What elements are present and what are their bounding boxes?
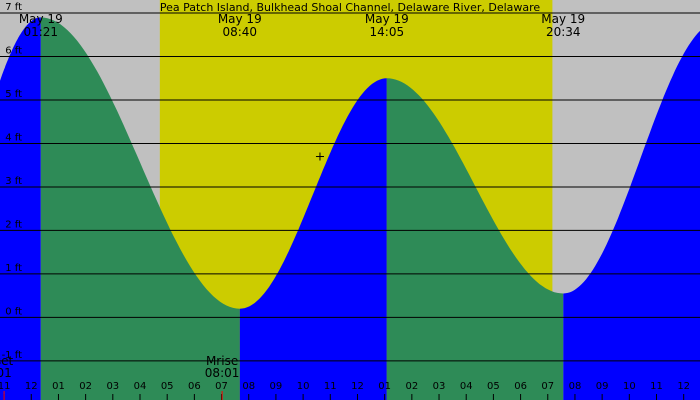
moon-event-label: Mrise bbox=[206, 354, 238, 368]
falling-tide-area bbox=[386, 78, 564, 400]
x-tick-label: 07 bbox=[541, 381, 554, 392]
x-tick-label: 04 bbox=[134, 381, 147, 392]
y-tick-label: 2 ft bbox=[5, 219, 22, 230]
x-tick-label: 05 bbox=[161, 381, 174, 392]
x-tick-label: 12 bbox=[677, 381, 690, 392]
y-tick-label: 5 ft bbox=[5, 89, 22, 100]
y-tick-label: 1 ft bbox=[5, 263, 22, 274]
y-tick-label: 6 ft bbox=[5, 46, 22, 57]
moon-event-labels: set01Mrise08:01 bbox=[0, 354, 239, 400]
x-tick-label: 10 bbox=[623, 381, 636, 392]
rising-tide-area bbox=[0, 17, 41, 400]
moon-event-time: 01 bbox=[0, 366, 12, 380]
y-tick-label: 4 ft bbox=[5, 132, 22, 143]
x-tick-label: 12 bbox=[25, 381, 38, 392]
x-tick-label: 04 bbox=[460, 381, 473, 392]
current-time-marker bbox=[315, 152, 324, 161]
event-time-label: 14:05 bbox=[370, 25, 405, 39]
x-tick-label: 10 bbox=[297, 381, 310, 392]
y-axis-labels: -1 ft 0 ft 1 ft 2 ft 3 ft 4 ft 5 ft 6 ft 7 ft bbox=[2, 2, 22, 361]
x-tick-label: 08 bbox=[242, 381, 255, 392]
x-tick-label: 05 bbox=[487, 381, 500, 392]
moon-event-label: set bbox=[0, 354, 14, 368]
x-tick-label: 08 bbox=[569, 381, 582, 392]
x-tick-label: 07 bbox=[215, 381, 228, 392]
x-tick-label: 11 bbox=[0, 381, 10, 392]
event-time-label: 20:34 bbox=[546, 25, 581, 39]
x-tick-label: 01 bbox=[52, 381, 65, 392]
falling-tide-area bbox=[40, 17, 240, 400]
y-tick-label: 3 ft bbox=[5, 176, 22, 187]
x-tick-label: 03 bbox=[106, 381, 119, 392]
y-tick-label: 0 ft bbox=[5, 306, 22, 317]
x-tick-label: 09 bbox=[596, 381, 609, 392]
x-tick-label: 01 bbox=[378, 381, 391, 392]
rising-tide-area bbox=[239, 78, 387, 400]
x-tick-label: 06 bbox=[514, 381, 527, 392]
rising-tide-area bbox=[563, 30, 700, 400]
event-date-label: May 19 bbox=[365, 12, 409, 26]
tide-area-layer bbox=[0, 17, 700, 400]
x-tick-label: 06 bbox=[188, 381, 201, 392]
event-date-label: May 19 bbox=[218, 12, 262, 26]
x-axis: 11 12 01 02 03 04 05 06 07 08 09 10 11 12 01 02 03 04 05 06… bbox=[0, 381, 690, 400]
x-tick-label: 11 bbox=[650, 381, 663, 392]
y-tick-label: -1 ft bbox=[2, 350, 22, 361]
moon-event-time: 08:01 bbox=[205, 366, 240, 380]
event-date-label: May 19 bbox=[19, 12, 63, 26]
current-time-marker-layer bbox=[315, 152, 324, 161]
event-time-label: 01:21 bbox=[23, 25, 58, 39]
gridline-layer bbox=[0, 12, 700, 362]
x-tick-label: 09 bbox=[270, 381, 283, 392]
x-tick-label: 12 bbox=[351, 381, 364, 392]
y-tick-label: 7 ft bbox=[5, 2, 22, 13]
x-tick-label: 03 bbox=[433, 381, 446, 392]
x-tick-label: 11 bbox=[324, 381, 337, 392]
x-tick-label: 02 bbox=[79, 381, 92, 392]
event-time-label: 08:40 bbox=[222, 25, 257, 39]
x-tick-label: 02 bbox=[405, 381, 418, 392]
event-date-label: May 19 bbox=[541, 12, 585, 26]
chart-title: Pea Patch Island, Bulkhead Shoal Channel… bbox=[160, 1, 541, 14]
